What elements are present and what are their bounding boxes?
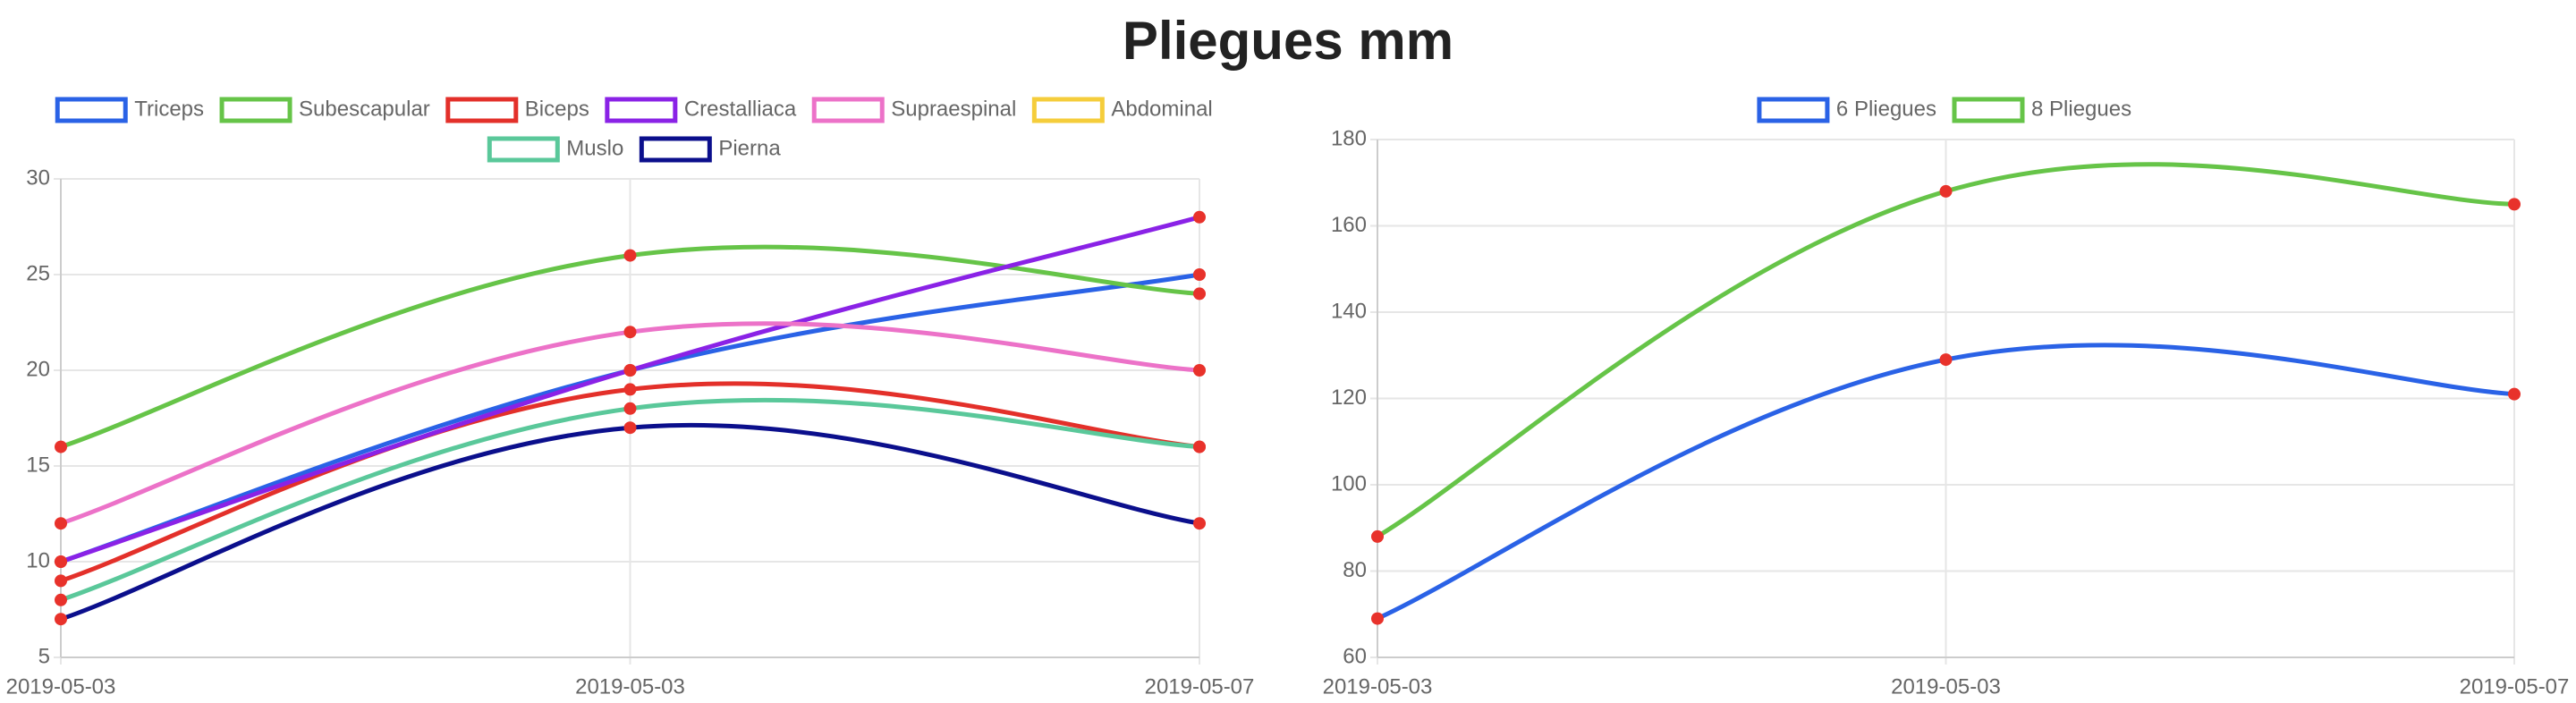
data-point [1193, 517, 1206, 530]
data-point [623, 383, 637, 396]
y-tick-label: 15 [26, 453, 50, 477]
legend-item[interactable]: 8 Pliegues [1952, 97, 2131, 123]
y-tick-label: 120 [1331, 385, 1367, 410]
data-point [623, 402, 637, 415]
data-point [1193, 268, 1206, 281]
y-tick-label: 80 [1343, 558, 1367, 582]
legend-label: Pierna [718, 136, 781, 160]
legend-swatch [1952, 97, 2025, 123]
y-tick-label: 30 [26, 165, 50, 190]
data-point [623, 364, 637, 377]
legend-item[interactable]: Supraespinal [811, 97, 1016, 123]
data-point [2508, 387, 2521, 401]
data-point [1193, 440, 1206, 453]
legend-label: Supraespinal [891, 97, 1016, 121]
legend-item[interactable]: Muslo [487, 136, 623, 163]
x-tick-label: 2019-05-07 [1145, 674, 1255, 699]
data-point [1371, 529, 1384, 543]
y-tick-label: 100 [1331, 471, 1367, 495]
y-tick-label: 5 [38, 644, 50, 668]
legend-swatch [487, 136, 560, 163]
legend-swatch [639, 136, 712, 163]
data-point [1939, 353, 1953, 367]
legend-label: Biceps [525, 97, 589, 121]
data-point [55, 440, 67, 453]
legend-label: Triceps [134, 97, 204, 121]
y-tick-label: 180 [1331, 126, 1367, 150]
legend-swatch [1031, 97, 1105, 123]
legend-item[interactable]: Pierna [639, 136, 781, 163]
x-tick-label: 2019-05-03 [6, 674, 116, 699]
x-tick-label: 2019-05-03 [1891, 674, 2001, 699]
legend-label: 8 Pliegues [2031, 97, 2131, 121]
legend-label: 6 Pliegues [1836, 97, 1936, 121]
data-point [55, 613, 67, 626]
data-point [1371, 612, 1384, 625]
legend-item[interactable]: Biceps [445, 97, 589, 123]
data-point [623, 421, 637, 435]
y-tick-label: 60 [1343, 644, 1367, 668]
legend-item[interactable]: Crestalliaca [605, 97, 797, 123]
legend-item[interactable]: 6 Pliegues [1757, 97, 1936, 123]
data-point [1193, 210, 1206, 224]
data-point [1193, 364, 1206, 377]
legend-swatch [445, 97, 519, 123]
data-point [1939, 184, 1953, 198]
legend-swatch [55, 97, 128, 123]
x-tick-label: 2019-05-03 [1323, 674, 1433, 699]
y-tick-label: 10 [26, 548, 50, 572]
legend-item[interactable]: Triceps [55, 97, 204, 123]
legend-label: Subescapular [299, 97, 430, 121]
legend-swatch [1757, 97, 1830, 123]
legend-label: Crestalliaca [684, 97, 797, 121]
legend-swatch [605, 97, 678, 123]
legend-item[interactable]: Abdominal [1031, 97, 1213, 123]
x-tick-label: 2019-05-03 [575, 674, 685, 699]
data-point [55, 574, 67, 588]
legend-item[interactable]: Subescapular [219, 97, 430, 123]
data-point [2508, 198, 2521, 211]
legend-label: Muslo [566, 136, 623, 160]
y-tick-label: 140 [1331, 299, 1367, 323]
y-tick-label: 20 [26, 357, 50, 381]
data-point [55, 593, 67, 606]
data-point [623, 326, 637, 339]
y-tick-label: 25 [26, 261, 50, 285]
data-point [623, 249, 637, 262]
y-tick-label: 160 [1331, 213, 1367, 237]
legend-label: Abdominal [1111, 97, 1212, 121]
legend-swatch [219, 97, 292, 123]
data-point [55, 517, 67, 530]
page-title: Pliegues mm [1123, 11, 1453, 71]
x-tick-label: 2019-05-07 [2460, 674, 2570, 699]
legend-swatch [811, 97, 885, 123]
data-point [1193, 287, 1206, 301]
data-point [55, 555, 67, 568]
